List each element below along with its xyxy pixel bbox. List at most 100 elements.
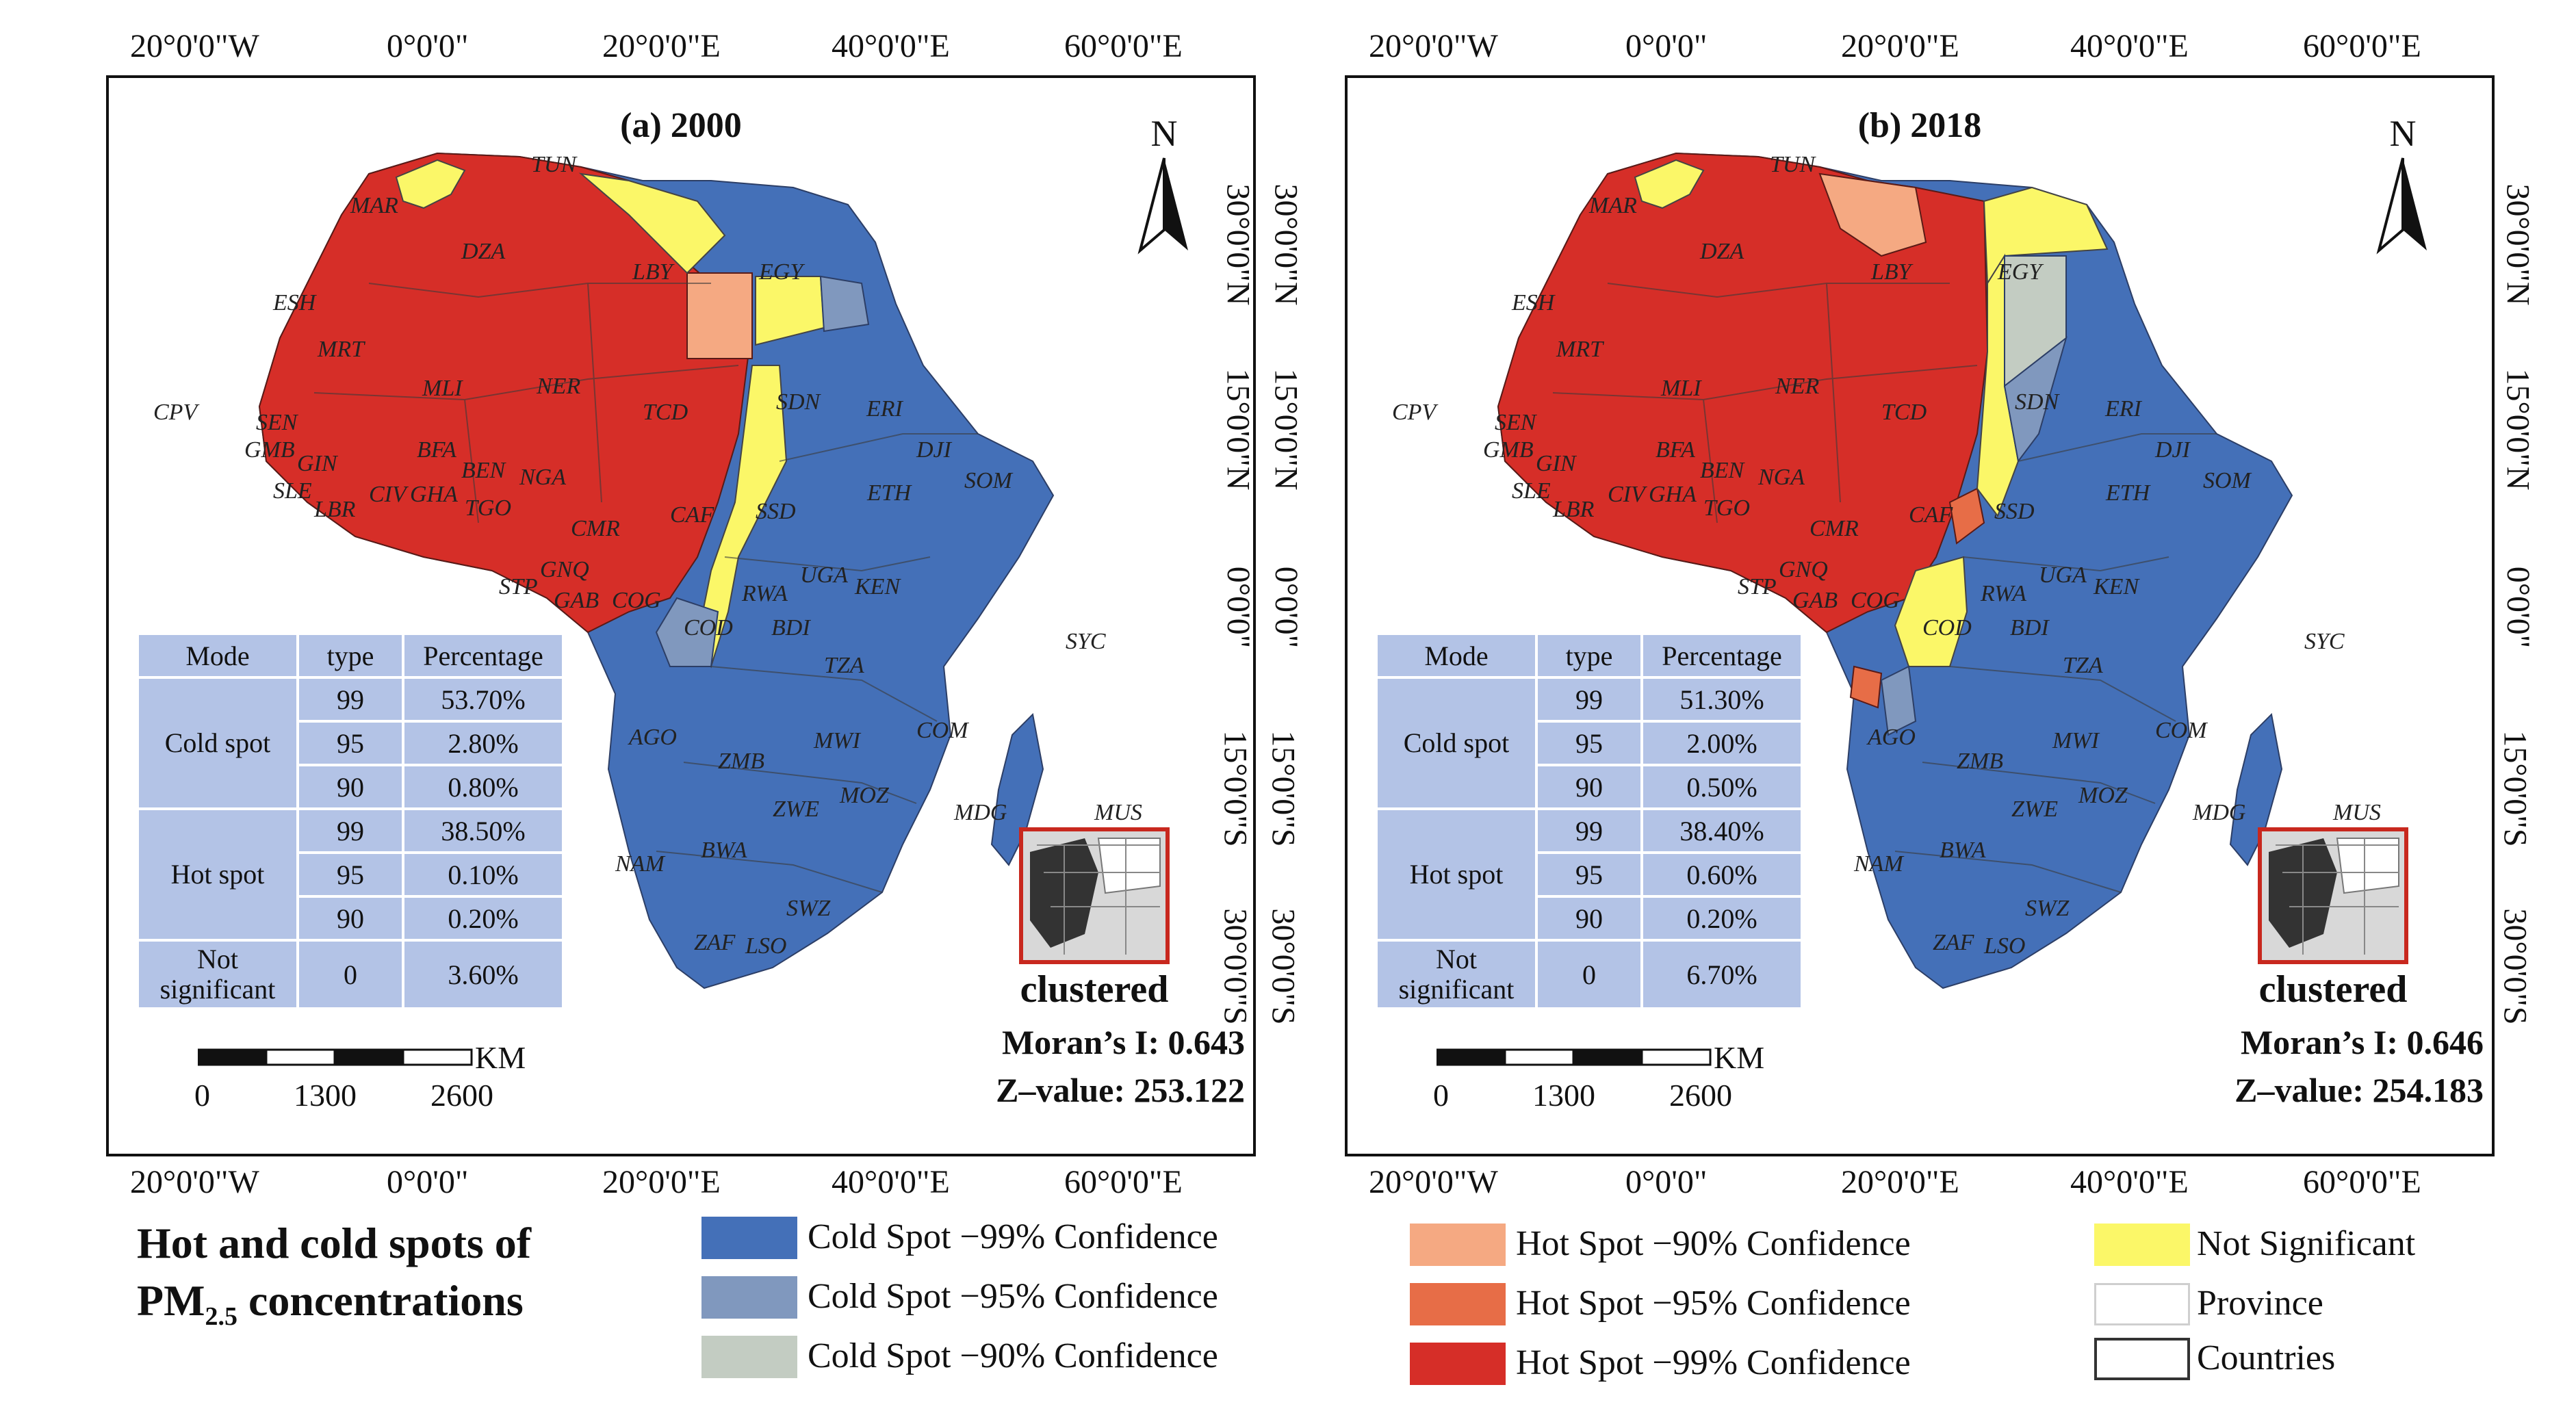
country-code: BWA <box>1940 838 1986 863</box>
country-code: NER <box>537 374 581 399</box>
legend-swatch-cold90 <box>701 1336 797 1378</box>
country-code: TZA <box>2063 653 2103 678</box>
country-code: TCD <box>1881 400 1927 425</box>
map-panel-2018: (b) 2018 TUN MAR DZA LBY EGY ESH MRT ML <box>1345 75 2495 1156</box>
main-title-pm: PM <box>137 1276 205 1325</box>
country-code: SLE <box>273 478 312 504</box>
country-code: MAR <box>350 193 398 218</box>
table-row: Hot spot 99 38.40% <box>1378 810 1801 939</box>
legend-label: Hot Spot −90% Confidence <box>1516 1224 1911 1263</box>
country-code: SOM <box>964 468 1012 493</box>
country-code: ESH <box>273 290 316 315</box>
lat-label: 15°0'0"N <box>1220 368 1257 491</box>
north-label: N <box>2389 113 2417 154</box>
pct-cell: 51.30% <box>1643 679 1801 720</box>
table-header-type: type <box>299 635 402 676</box>
region-hot90 <box>1818 172 1927 257</box>
country-code: BDI <box>2010 615 2049 640</box>
cluster-label: clustered <box>2258 968 2408 1011</box>
mode-cold: Cold spot <box>139 679 296 807</box>
country-code: GAB <box>554 588 600 613</box>
country-code: COG <box>612 588 661 613</box>
table-row: Cold spot 99 53.70% <box>139 679 562 807</box>
country-code: NAM <box>615 851 665 877</box>
lat-label: 0°0'0" <box>1220 566 1257 649</box>
legend-label: Countries <box>2197 1338 2336 1377</box>
type-cell: 95 <box>299 723 402 764</box>
lon-label: 40°0'0"E <box>832 28 950 64</box>
mode-ns: Not significant <box>139 942 296 1007</box>
type-cell: 95 <box>1538 723 1640 764</box>
lat-label: 30°0'0"S <box>1217 908 1254 1025</box>
lon-label: 60°0'0"E <box>1064 28 1183 64</box>
lat-label: 30°0'0"S <box>2497 908 2534 1025</box>
country-code: UGA <box>800 562 848 588</box>
main-title-rest: concentrations <box>248 1276 524 1325</box>
region-cold95 <box>819 275 870 333</box>
country-code: SWZ <box>2025 896 2070 921</box>
country-code: BFA <box>1656 437 1695 463</box>
pct-cell: 2.80% <box>404 723 562 764</box>
country-code: CAF <box>670 502 714 528</box>
type-cell: 95 <box>299 854 402 895</box>
country-code: GNQ <box>540 557 589 582</box>
lat-label: 30°0'0"N <box>1267 183 1304 306</box>
country-code: COM <box>916 718 968 743</box>
stats-table: Mode type Percentage Cold spot 99 51.30%… <box>1375 632 1803 1010</box>
pct-cell: 0.10% <box>404 854 562 895</box>
country-code: NGA <box>1758 465 1805 490</box>
country-code: CAF <box>1909 502 1953 528</box>
country-code: ETH <box>867 480 912 506</box>
inset-map <box>1023 831 1165 960</box>
country-code: TGO <box>1703 495 1751 521</box>
table-header-mode: Mode <box>1378 635 1535 676</box>
country-code: MOZ <box>840 783 889 808</box>
type-cell: 99 <box>299 679 402 720</box>
cluster-inset <box>2258 827 2408 964</box>
legend-swatch-province <box>2094 1283 2190 1325</box>
z-value: Z–value: 253.122 <box>996 1071 1245 1109</box>
country-code: EGY <box>759 259 803 285</box>
lat-label: 0°0'0" <box>2500 566 2537 649</box>
country-code: UGA <box>2039 562 2087 588</box>
north-arrow: N <box>2372 112 2434 266</box>
lon-label: 0°0'0" <box>387 28 469 64</box>
country-code: ZWE <box>2011 797 2058 822</box>
region-ns-north <box>1634 159 1705 209</box>
country-code: COD <box>684 615 733 640</box>
country-code: MWI <box>814 728 860 753</box>
country-code: DJI <box>916 437 951 463</box>
legend-label: Province <box>2197 1284 2323 1323</box>
country-code: MDG <box>2193 800 2246 825</box>
legend-label: Cold Spot −95% Confidence <box>808 1277 1218 1316</box>
country-code: TUN <box>531 152 577 177</box>
country-code: GIN <box>1536 451 1576 476</box>
country-code: GHA <box>410 482 458 507</box>
morans-i: Moran’s I: 0.643 <box>1001 1023 1245 1061</box>
country-code: BDI <box>771 615 810 640</box>
cluster-inset <box>1019 827 1170 964</box>
country-code: MLI <box>1661 376 1701 401</box>
legend-swatch-countries <box>2094 1338 2190 1380</box>
country-code: BWA <box>701 838 747 863</box>
country-code: ZMB <box>1957 749 2003 774</box>
lat-label: 15°0'0"S <box>1265 730 1302 847</box>
legend-swatch-cold99 <box>701 1217 797 1259</box>
legend-label: Cold Spot −90% Confidence <box>808 1336 1218 1375</box>
country-code: NAM <box>1854 851 1903 877</box>
mode-ns: Not significant <box>1378 942 1535 1007</box>
lat-label: 0°0'0" <box>1268 566 1305 649</box>
table-row: Cold spot 99 51.30% <box>1378 679 1801 807</box>
country-code: COD <box>1922 615 1972 640</box>
legend-swatch-hot99 <box>1410 1343 1506 1385</box>
lon-label: 20°0'0"E <box>1841 1164 1959 1200</box>
country-code: SDN <box>776 389 821 415</box>
country-code: LSO <box>1984 933 2026 959</box>
country-code: SSD <box>756 499 796 524</box>
pct-cell: 0.50% <box>1643 766 1801 807</box>
north-arrow-icon <box>2376 157 2427 255</box>
region-cold95-cod <box>1880 665 1917 736</box>
table-row: 95 0.10% <box>139 854 562 895</box>
table-header-pct: Percentage <box>1643 635 1801 676</box>
country-code: GHA <box>1649 482 1697 507</box>
